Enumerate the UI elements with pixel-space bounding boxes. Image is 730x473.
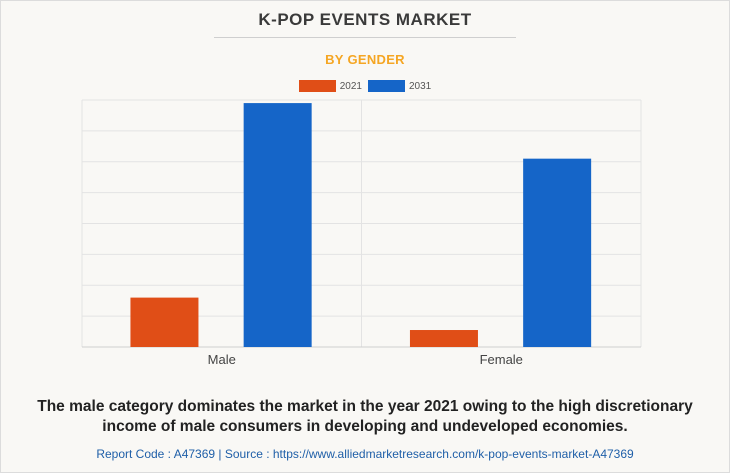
legend-label-2031: 2031 [409, 80, 432, 92]
x-tick-label: Female [480, 352, 523, 367]
report-source-line[interactable]: Report Code : A47369 | Source : https://… [96, 447, 634, 461]
bar-female-2021 [409, 330, 478, 347]
legend-item-2031[interactable]: 2031 [368, 80, 431, 92]
title-divider [214, 37, 516, 38]
legend-item-2021[interactable]: 2021 [298, 80, 362, 92]
legend-swatch-2021 [298, 80, 336, 92]
bar-male-2031 [243, 103, 312, 348]
x-tick-label: Male [208, 352, 236, 367]
chart-legend: 2021 2031 [0, 80, 730, 92]
bar-female-2031 [523, 158, 592, 347]
chart-title: K-POP EVENTS MARKET [258, 10, 472, 29]
chart-subtitle: BY GENDER [325, 52, 405, 67]
legend-swatch-2031 [368, 80, 405, 92]
legend-label-2021: 2021 [339, 80, 362, 92]
bar-male-2021 [130, 297, 199, 347]
chart-description: The male category dominates the market i… [37, 398, 693, 435]
bar-chart-plot: Male Female [81, 99, 642, 367]
